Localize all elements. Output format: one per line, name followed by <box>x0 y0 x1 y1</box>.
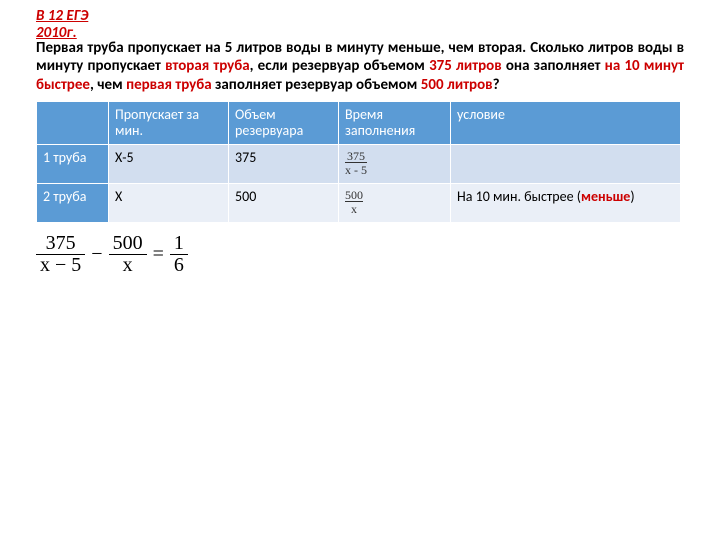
exam-heading: В 12 ЕГЭ 2010г. <box>36 8 684 43</box>
cell-volume: 500 <box>229 184 339 223</box>
eq-equals: = <box>153 243 164 266</box>
eq-frac-3: 1 6 <box>170 233 188 276</box>
cell-volume: 375 <box>229 144 339 183</box>
time-fraction: 500 x <box>345 189 363 215</box>
th-cond: условие <box>451 101 681 144</box>
cell-rate: Х-5 <box>109 144 229 183</box>
problem-text: Первая труба пропускает на 5 литров воды… <box>36 39 684 95</box>
page: В 12 ЕГЭ 2010г. Первая труба пропускает … <box>0 0 720 540</box>
row-label: 2 труба <box>37 184 109 223</box>
cell-cond <box>451 144 681 183</box>
th-time: Время заполнения <box>339 101 451 144</box>
row-label: 1 труба <box>37 144 109 183</box>
cell-cond: На 10 мин. быстрее (меньше) <box>451 184 681 223</box>
cell-time: 375 x - 5 <box>339 144 451 183</box>
th-rate: Пропускает за мин. <box>109 101 229 144</box>
table-row: 2 труба Х 500 500 x На 10 мин. быстрее (… <box>37 184 681 223</box>
th-volume: Объем резервуара <box>229 101 339 144</box>
data-table: Пропускает за мин. Объем резервуара Врем… <box>36 101 681 223</box>
cell-time: 500 x <box>339 184 451 223</box>
table-header-row: Пропускает за мин. Объем резервуара Врем… <box>37 101 681 144</box>
table-row: 1 труба Х-5 375 375 x - 5 <box>37 144 681 183</box>
cell-rate: Х <box>109 184 229 223</box>
eq-frac-2: 500 x <box>109 233 147 276</box>
equation: 375 x − 5 − 500 x = 1 6 <box>36 233 684 276</box>
time-fraction: 375 x - 5 <box>345 150 367 176</box>
heading-line1: В 12 ЕГЭ <box>36 7 88 25</box>
th-empty <box>37 101 109 144</box>
eq-frac-1: 375 x − 5 <box>36 233 85 276</box>
eq-minus: − <box>91 243 102 266</box>
